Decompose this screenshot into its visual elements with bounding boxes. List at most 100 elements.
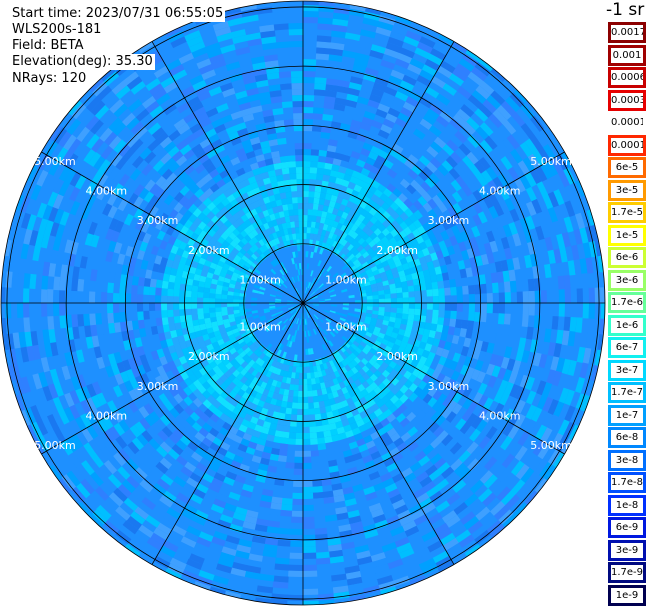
range-bin <box>100 67 116 82</box>
range-bin <box>155 131 169 144</box>
range-bin <box>302 570 318 577</box>
range-bin <box>351 483 364 493</box>
range-bin <box>216 280 224 286</box>
range-bin <box>280 161 290 169</box>
range-bin <box>446 378 457 390</box>
range-bin <box>396 442 408 453</box>
range-bin <box>379 97 393 108</box>
range-bin <box>292 101 304 108</box>
range-bin <box>262 375 270 384</box>
range-bin <box>312 107 324 115</box>
range-bin <box>406 365 416 375</box>
range-bin <box>443 422 456 435</box>
range-bin <box>274 237 281 245</box>
range-bin <box>299 227 304 234</box>
range-bin <box>205 128 218 139</box>
range-ring-label: 1.00km <box>239 321 281 334</box>
range-bin <box>419 36 437 49</box>
range-bin <box>255 192 264 201</box>
range-bin <box>241 353 250 361</box>
range-bin <box>205 276 213 284</box>
range-bin <box>273 386 281 394</box>
range-bin <box>441 434 454 447</box>
range-bin <box>63 406 75 422</box>
range-bin <box>193 273 201 281</box>
range-bin <box>53 381 65 397</box>
range-bin <box>205 447 217 458</box>
range-bin <box>161 309 168 318</box>
range-bin <box>232 34 248 45</box>
range-bin <box>120 273 128 285</box>
range-bin <box>330 403 338 412</box>
range-bin <box>167 316 175 325</box>
range-bin <box>297 402 303 409</box>
range-bin <box>452 68 469 82</box>
range-bin <box>282 173 291 181</box>
range-bin <box>339 474 351 484</box>
range-bin <box>519 175 532 190</box>
range-bin <box>478 156 491 171</box>
range-bin <box>464 99 479 114</box>
range-bin <box>401 313 409 320</box>
range-bin <box>262 348 269 355</box>
range-bin <box>331 390 339 399</box>
range-bin <box>217 76 232 87</box>
range-bin <box>255 122 267 132</box>
range-bin <box>348 345 356 353</box>
range-bin <box>303 221 308 228</box>
range-bin <box>326 354 333 362</box>
range-bin <box>226 343 235 351</box>
range-bin <box>312 389 318 397</box>
range-bin <box>53 302 60 317</box>
range-bin <box>183 209 193 220</box>
range-bin <box>64 168 77 185</box>
range-bin <box>189 472 202 484</box>
range-bin <box>137 311 144 321</box>
range-bin <box>332 377 339 386</box>
range-bin <box>229 567 247 577</box>
range-bin <box>235 319 243 325</box>
range-bin <box>90 453 105 468</box>
range-bin <box>240 229 248 238</box>
range-bin <box>219 412 229 423</box>
range-bin <box>422 328 431 337</box>
range-bin <box>287 305 294 308</box>
range-bin <box>260 346 267 353</box>
range-bin <box>278 387 285 395</box>
range-bin <box>441 160 454 173</box>
range-bin <box>162 273 171 282</box>
range-bin <box>326 526 340 534</box>
range-bin <box>30 330 39 346</box>
range-bin <box>137 302 144 312</box>
range-bin <box>377 365 386 375</box>
range-bin <box>242 483 254 493</box>
range-bin <box>186 477 199 489</box>
range-bin <box>147 122 162 136</box>
range-bin <box>149 105 164 119</box>
range-bin <box>291 310 297 315</box>
range-bin <box>77 290 84 303</box>
range-bin <box>212 530 228 541</box>
range-bin <box>295 432 303 439</box>
range-bin <box>216 446 228 457</box>
range-bin <box>557 218 568 235</box>
range-bin <box>544 125 557 142</box>
range-bin <box>396 153 408 165</box>
range-bin <box>123 213 134 226</box>
range-bin <box>241 70 256 79</box>
range-bin <box>284 281 290 287</box>
range-bin <box>261 237 269 245</box>
range-bin <box>257 309 264 313</box>
range-bin <box>256 179 265 188</box>
range-bin <box>396 509 412 521</box>
range-bin <box>351 231 359 240</box>
range-bin <box>220 43 236 54</box>
range-bin <box>462 121 476 136</box>
range-bin <box>441 272 450 282</box>
range-bin <box>316 167 325 175</box>
range-ring-label: 2.00km <box>376 350 418 363</box>
range-bin <box>102 323 110 335</box>
range-bin <box>318 304 325 307</box>
range-bin <box>352 249 360 257</box>
range-bin <box>477 382 488 396</box>
